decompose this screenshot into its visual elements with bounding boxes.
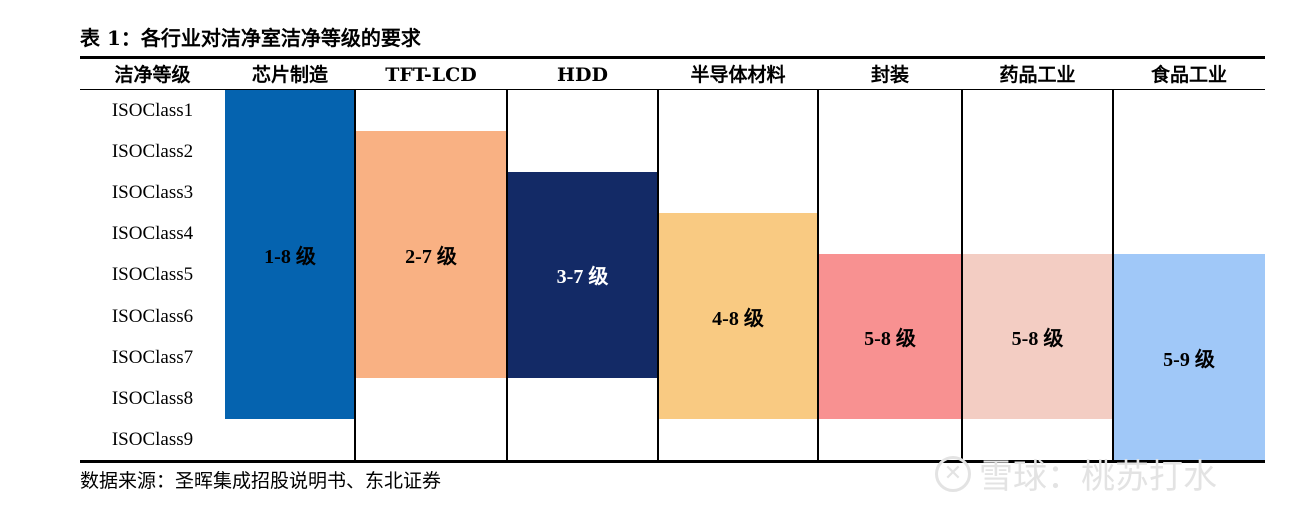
range-bar-4: 4-8 级 <box>658 213 818 419</box>
column-divider-4 <box>817 90 819 461</box>
column-divider-2 <box>506 90 508 461</box>
row-label-iso-class-6: ISOClass6 <box>111 305 194 327</box>
column-divider-6 <box>1112 90 1114 461</box>
header-industry-1: 芯片制造 <box>251 64 328 86</box>
range-label-4: 4-8 级 <box>712 307 764 330</box>
range-label-5: 5-8 级 <box>864 328 916 351</box>
range-label-6: 5-8 级 <box>1011 328 1064 351</box>
range-bar-3: 3-7 级 <box>507 172 658 378</box>
table-title: 表 1：各行业对洁净室洁净等级的要求 <box>80 26 421 50</box>
header-cleanliness-level: 洁净等级 <box>114 64 191 86</box>
row-label-iso-class-1: ISOClass1 <box>111 100 194 121</box>
bottom-rule <box>80 460 1265 463</box>
column-divider-1 <box>354 90 356 461</box>
header-industry-2: TFT-LCD <box>385 64 477 86</box>
source-note: 数据来源：圣晖集成招股说明书、东北证券 <box>80 470 442 492</box>
range-bar-1: 1-8 级 <box>225 90 355 419</box>
row-label-iso-class-9: ISOClass9 <box>111 428 194 450</box>
range-label-3: 3-7 级 <box>556 266 609 289</box>
range-bar-2: 2-7 级 <box>355 131 507 378</box>
range-label-2: 2-7 级 <box>405 245 457 268</box>
column-divider-3 <box>657 90 659 461</box>
range-label-7: 5-9 级 <box>1163 348 1215 371</box>
header-industry-3: HDD <box>557 64 608 86</box>
header-industry-7: 食品工业 <box>1150 64 1227 86</box>
header-industry-6: 药品工业 <box>999 64 1076 86</box>
header-industry-4: 半导体材料 <box>690 64 786 86</box>
range-bar-5: 5-8 级 <box>818 254 962 419</box>
watermark: ✕ 雪球：桃苏打水 <box>935 449 1217 498</box>
header-industry-5: 封装 <box>870 64 909 86</box>
watermark-text: 雪球：桃苏打水 <box>979 457 1217 497</box>
row-label-iso-class-2: ISOClass2 <box>111 141 194 163</box>
top-rule <box>80 56 1265 59</box>
range-label-1: 1-8 级 <box>264 245 316 268</box>
header-rule <box>80 89 1265 90</box>
range-bar-6: 5-8 级 <box>962 254 1113 419</box>
range-bar-7: 5-9 级 <box>1113 254 1265 460</box>
row-label-iso-class-5: ISOClass5 <box>111 264 194 286</box>
row-label-iso-class-3: ISOClass3 <box>111 182 194 204</box>
row-label-iso-class-4: ISOClass4 <box>111 223 194 245</box>
row-label-iso-class-8: ISOClass8 <box>111 387 194 409</box>
row-label-iso-class-7: ISOClass7 <box>111 346 194 368</box>
snowball-logo-icon: ✕ <box>935 455 971 492</box>
column-divider-5 <box>961 90 963 461</box>
